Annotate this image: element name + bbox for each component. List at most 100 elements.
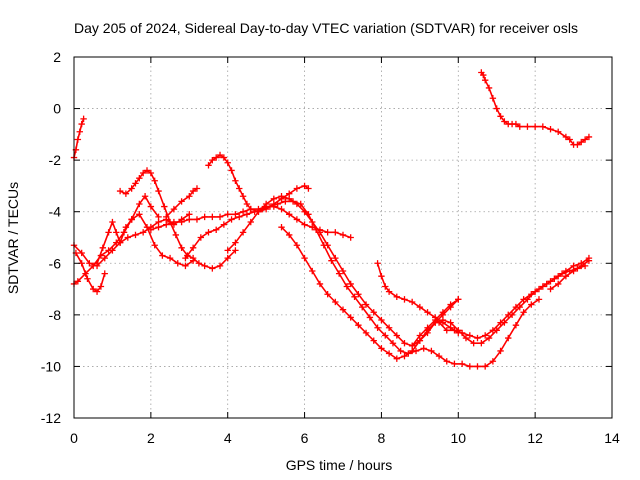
data-point	[547, 285, 554, 293]
data-point	[362, 301, 370, 308]
series-arc-12	[224, 193, 462, 349]
series-arc-11	[182, 198, 543, 370]
data-point	[393, 293, 400, 301]
data-point	[120, 229, 128, 236]
data-point	[155, 223, 162, 231]
data-point	[420, 345, 427, 352]
data-point	[435, 319, 443, 326]
data-point	[178, 218, 185, 226]
data-point	[132, 231, 139, 239]
data-point	[266, 203, 274, 210]
data-point	[397, 347, 404, 355]
data-point	[343, 283, 351, 290]
data-point	[182, 254, 189, 262]
x-tick-label: 12	[527, 430, 543, 446]
data-point	[262, 200, 270, 208]
data-point	[309, 218, 316, 226]
data-point	[163, 213, 170, 221]
data-point	[332, 229, 339, 236]
data-point	[447, 301, 454, 308]
data-point	[239, 193, 247, 200]
data-point	[443, 358, 450, 365]
series-line	[376, 262, 460, 334]
data-point	[535, 285, 543, 293]
series-line	[549, 259, 590, 290]
data-point	[458, 329, 466, 337]
data-point	[159, 252, 166, 259]
data-point	[555, 128, 562, 135]
data-point	[458, 360, 466, 368]
data-point	[347, 280, 354, 288]
data-point	[393, 355, 400, 362]
data-point	[424, 324, 431, 331]
data-point	[531, 123, 539, 130]
data-point	[78, 120, 85, 128]
data-point	[547, 126, 554, 133]
data-point	[124, 234, 131, 241]
data-point	[293, 242, 301, 249]
data-point	[481, 332, 489, 339]
data-point	[93, 260, 101, 267]
data-point	[274, 200, 281, 208]
data-point	[435, 352, 443, 360]
data-point	[551, 275, 558, 282]
data-point	[497, 319, 504, 326]
data-point	[163, 221, 170, 228]
data-point	[578, 138, 585, 146]
y-tick-label: -2	[49, 152, 62, 168]
data-point	[470, 340, 477, 347]
data-point	[347, 234, 354, 241]
data-point	[585, 257, 593, 264]
data-point	[581, 136, 589, 143]
data-point	[366, 314, 374, 321]
data-point	[143, 167, 151, 174]
data-point	[489, 358, 497, 365]
data-point	[74, 136, 82, 143]
data-point	[186, 193, 193, 200]
data-point	[247, 205, 254, 213]
series-arc-7	[120, 211, 197, 270]
data-point	[178, 244, 185, 252]
data-point	[566, 136, 573, 143]
data-point	[143, 223, 151, 231]
x-tick-label: 6	[301, 430, 309, 446]
data-point	[228, 216, 235, 223]
series-arc-2	[70, 193, 162, 288]
series-arc-9	[163, 185, 201, 221]
data-point	[466, 363, 474, 370]
data-point	[324, 242, 331, 249]
data-point	[136, 211, 143, 218]
data-point	[105, 229, 112, 236]
data-point	[378, 316, 385, 324]
data-point	[247, 218, 254, 226]
data-point	[236, 185, 243, 192]
data-point	[101, 270, 108, 277]
data-point	[189, 244, 197, 252]
x-tick-label: 2	[147, 430, 155, 446]
data-point	[136, 200, 143, 208]
y-tick-label: -8	[49, 307, 62, 323]
data-point	[578, 262, 585, 270]
axes-frame	[73, 56, 613, 419]
data-point	[332, 298, 339, 306]
data-point	[370, 337, 377, 344]
data-point	[474, 334, 481, 342]
data-point	[216, 151, 224, 159]
data-point	[301, 182, 308, 190]
data-point	[236, 213, 243, 221]
data-point	[128, 185, 135, 192]
data-point	[528, 301, 535, 308]
data-point	[174, 260, 181, 267]
data-point	[393, 332, 400, 339]
data-point	[232, 211, 239, 218]
data-point	[301, 221, 308, 228]
data-point	[339, 267, 347, 275]
data-point	[512, 303, 520, 311]
data-point	[451, 327, 458, 334]
series-arc-14	[374, 260, 462, 337]
data-point	[166, 254, 174, 262]
data-point	[186, 216, 193, 223]
data-point	[424, 309, 431, 316]
series-arc-10	[205, 151, 312, 215]
